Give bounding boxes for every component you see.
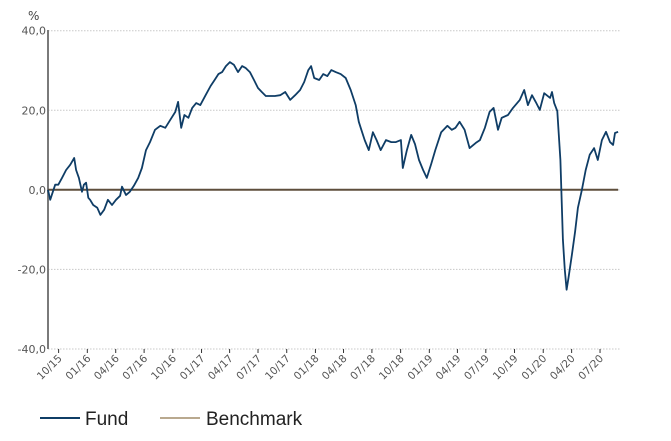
x-axis-ticks: 10/1501/1604/1607/1610/1601/1704/1707/17… xyxy=(35,349,606,383)
legend-label-fund: Fund xyxy=(85,409,128,430)
y-tick-label: -40,0 xyxy=(18,343,46,356)
legend-label-benchmark: Benchmark xyxy=(206,409,303,430)
x-tick-label: 10/15 xyxy=(35,353,65,383)
x-tick-label: 04/18 xyxy=(320,353,350,383)
x-tick-label: 10/17 xyxy=(263,353,293,383)
y-axis-unit-label: % xyxy=(28,9,39,23)
x-tick-label: 01/16 xyxy=(64,352,94,382)
x-tick-label: 01/17 xyxy=(178,353,208,383)
legend-item-benchmark: Benchmark xyxy=(160,409,303,430)
legend: Fund Benchmark xyxy=(40,409,303,430)
x-tick-label: 01/18 xyxy=(292,353,322,383)
series-layer xyxy=(47,61,619,291)
x-tick-label: 01/19 xyxy=(406,353,436,383)
y-tick-label: 20,0 xyxy=(22,104,47,117)
x-tick-label: 04/20 xyxy=(548,353,578,383)
x-tick-label: 04/19 xyxy=(434,353,464,383)
series-line-fund xyxy=(47,61,619,291)
y-tick-label: 40,0 xyxy=(22,25,47,38)
x-tick-label: 07/16 xyxy=(120,352,150,382)
y-tick-label: -20,0 xyxy=(18,263,46,276)
legend-item-fund: Fund xyxy=(40,409,128,430)
x-tick-label: 04/16 xyxy=(92,352,122,382)
x-tick-label: 10/19 xyxy=(491,353,521,383)
x-tick-label: 01/20 xyxy=(519,353,549,383)
x-tick-label: 10/16 xyxy=(149,352,179,382)
y-tick-label: 0,0 xyxy=(29,184,47,197)
x-tick-label: 07/20 xyxy=(576,353,606,383)
x-tick-label: 07/18 xyxy=(348,353,378,383)
y-axis-ticks: 40,0 20,0 0,0 -20,0 -40,0 xyxy=(18,25,46,356)
x-tick-label: 07/17 xyxy=(234,353,264,383)
x-tick-label: 10/18 xyxy=(377,353,407,383)
x-tick-label: 04/17 xyxy=(206,353,236,383)
x-tick-label: 07/19 xyxy=(462,353,492,383)
